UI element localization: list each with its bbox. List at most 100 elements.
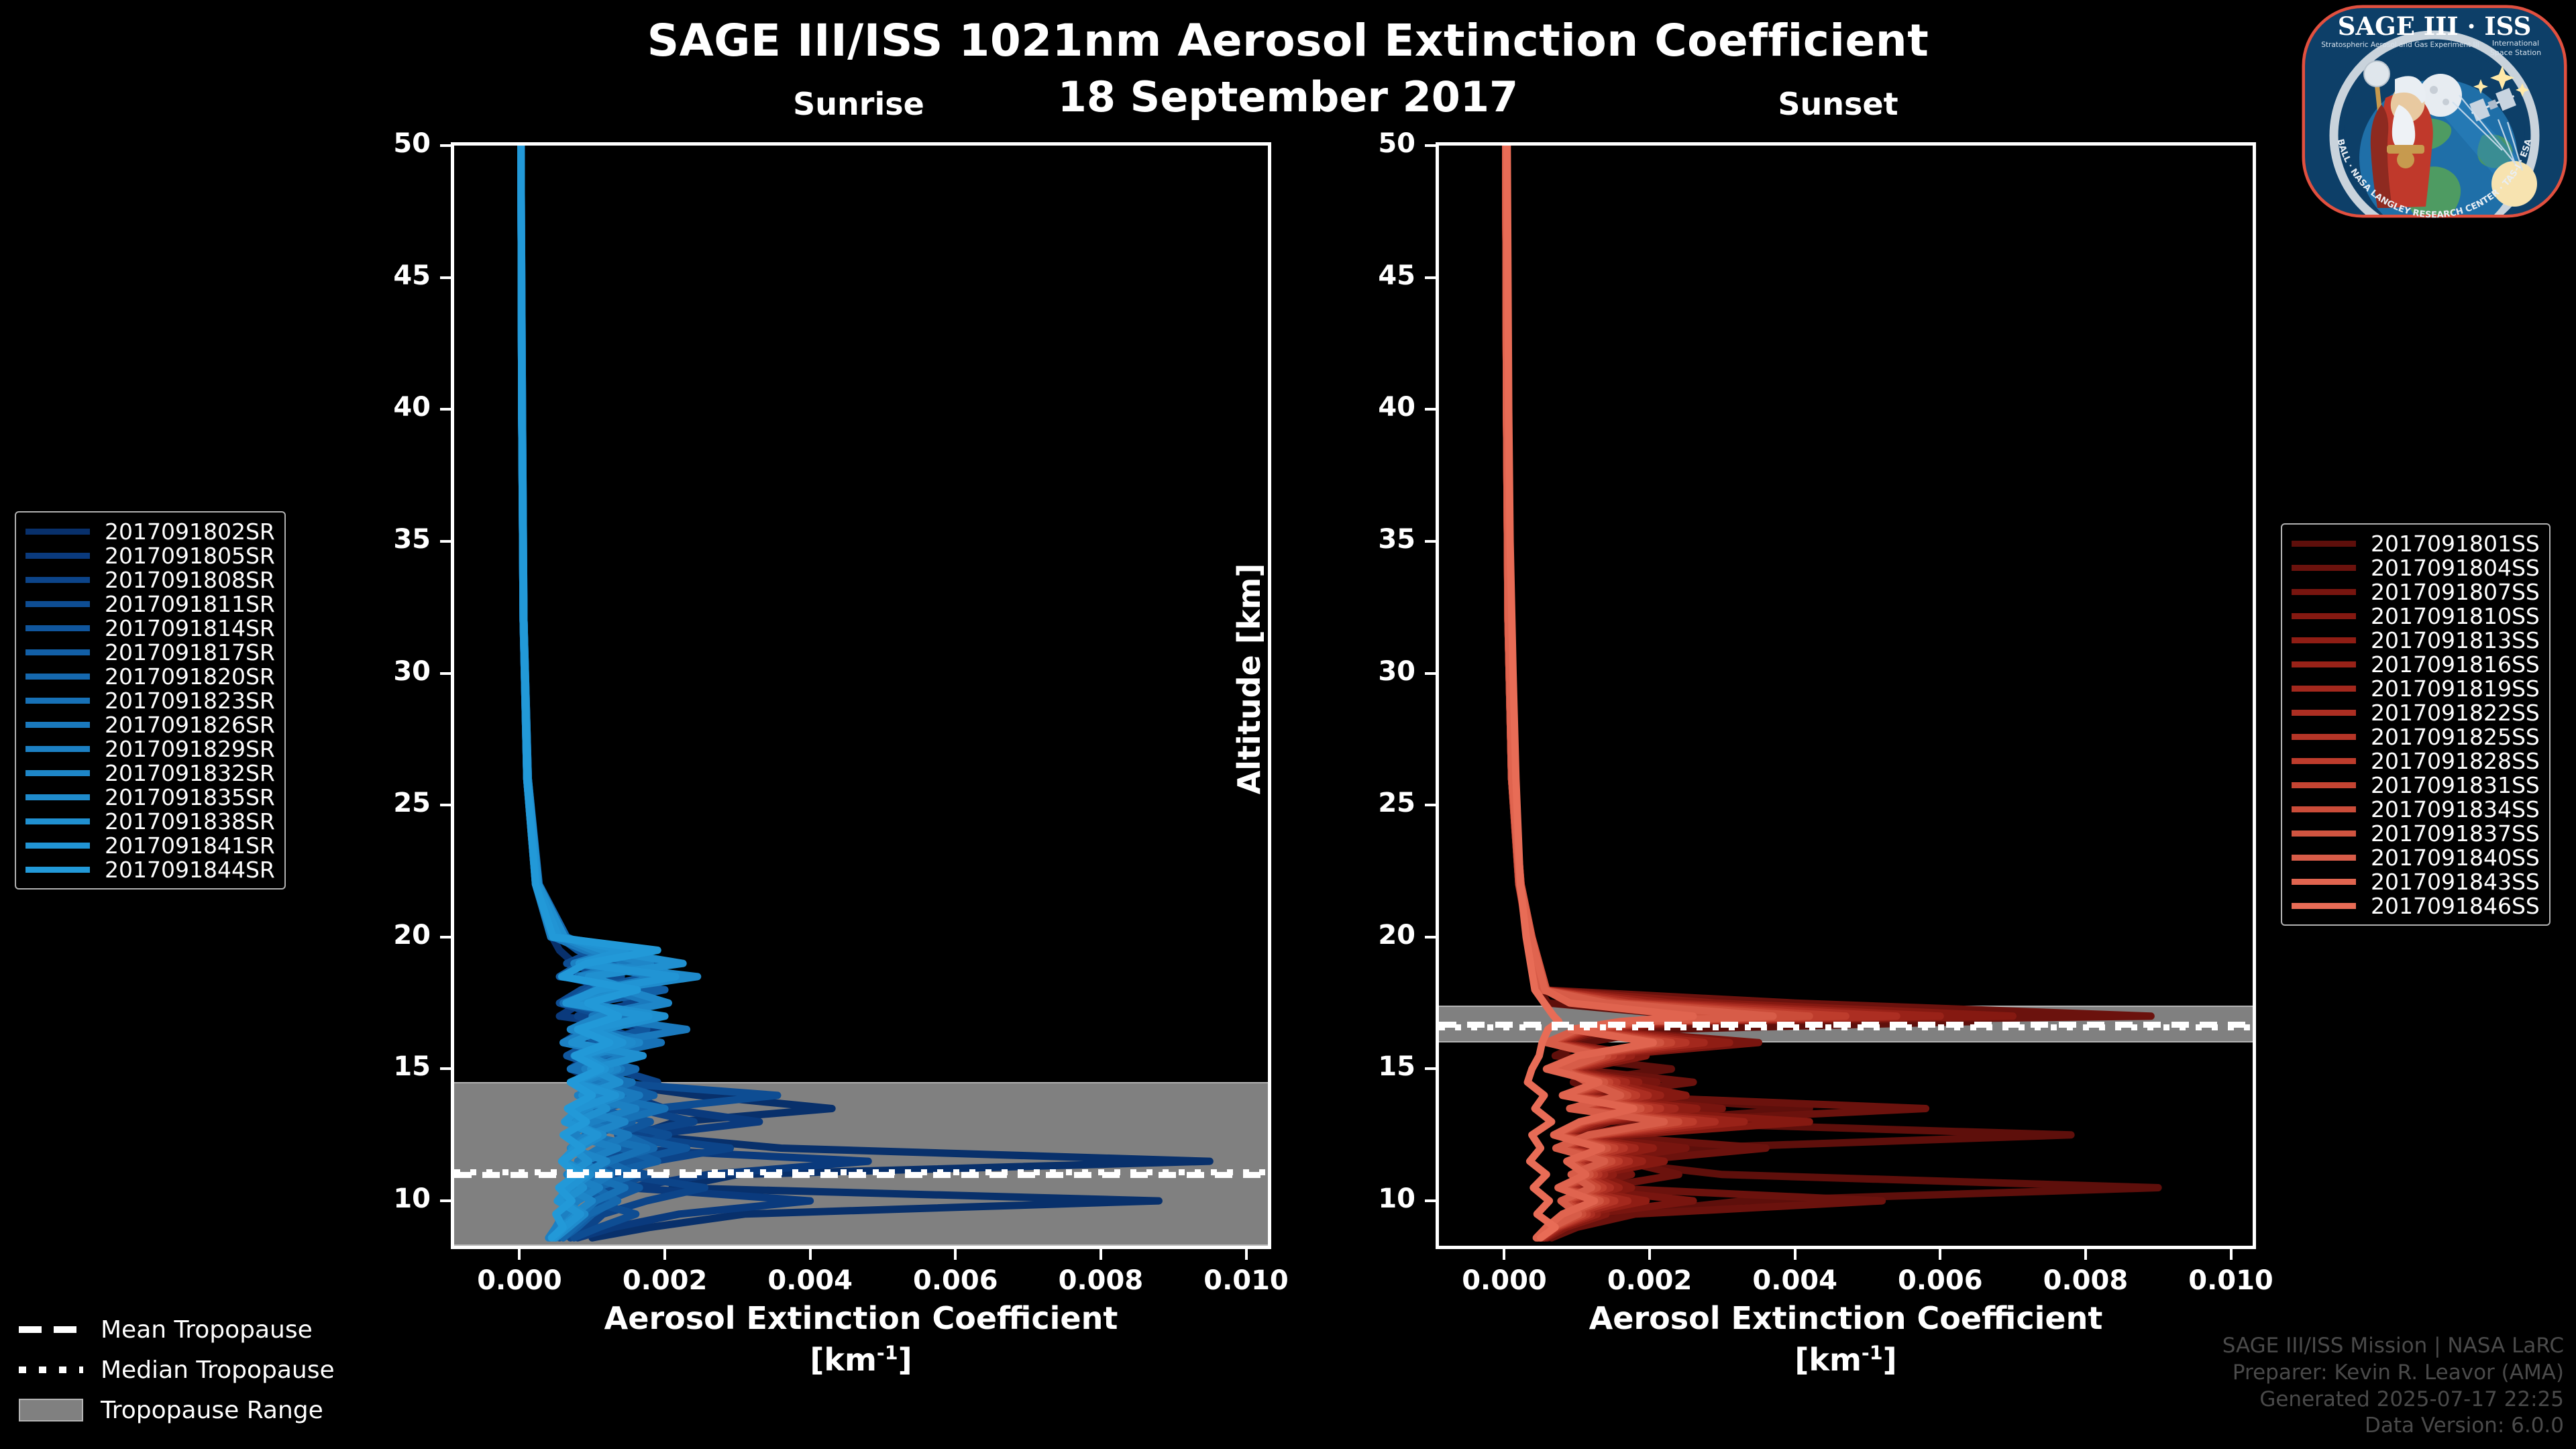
legend-sunrise-item[interactable]: 2017091829SR — [25, 736, 275, 762]
legend-sunset-item[interactable]: 2017091834SS — [2292, 796, 2540, 822]
legend-sunrise-item[interactable]: 2017091826SR — [25, 712, 275, 738]
plot-area-sunrise — [454, 146, 1268, 1246]
legend-sunrise-item[interactable]: 2017091832SR — [25, 760, 275, 786]
sage-iii-iss-mission-patch-logo: BALL · NASA LANGLEY RESEARCH CENTER · TA… — [2301, 4, 2568, 219]
legend-sunrise-item[interactable]: 2017091823SR — [25, 687, 275, 714]
legend-sunrise-swatch — [25, 649, 90, 655]
legend-sunset-swatch — [2292, 878, 2356, 885]
y-tick-mark — [1425, 1199, 1436, 1203]
y-tick-mark — [1425, 539, 1436, 543]
legend-sunset-swatch — [2292, 757, 2356, 764]
y-tick-label: 10 — [393, 1183, 431, 1215]
legend-sunset-swatch — [2292, 612, 2356, 619]
legend-sunset-item[interactable]: 2017091840SS — [2292, 844, 2540, 871]
credit-line-generated: Generated 2025-07-17 22:25 — [2259, 1387, 2564, 1411]
legend-sunrise[interactable]: 2017091802SR 2017091805SR 2017091808SR 2017… — [15, 511, 286, 890]
legend-sunset-item[interactable]: 2017091816SS — [2292, 651, 2540, 678]
legend-sunset-swatch — [2292, 782, 2356, 788]
legend-tropopause-band-swatch — [19, 1399, 83, 1421]
y-tick-mark — [1425, 935, 1436, 938]
legend-sunset-item[interactable]: 2017091822SS — [2292, 699, 2540, 726]
legend-sunrise-item[interactable]: 2017091820SR — [25, 663, 275, 690]
credits-block: SAGE III/ISS Mission | NASA LaRC Prepare… — [2222, 1333, 2564, 1440]
legend-sunset-item[interactable]: 2017091810SS — [2292, 603, 2540, 629]
legend-sunrise-item[interactable]: 2017091844SR — [25, 856, 275, 883]
legend-sunset-item[interactable]: 2017091804SS — [2292, 555, 2540, 581]
legend-sunrise-swatch — [25, 552, 90, 559]
legend-sunrise-label: 2017091808SR — [105, 566, 275, 593]
legend-sunset-item[interactable]: 2017091831SS — [2292, 772, 2540, 798]
moon-icon — [2419, 74, 2462, 117]
legend-sunset-swatch — [2292, 830, 2356, 837]
y-tick-mark — [1425, 144, 1436, 147]
legend-sunset-item[interactable]: 2017091813SS — [2292, 627, 2540, 653]
legend-sunrise-swatch — [25, 625, 90, 631]
panel-label-sunrise: Sunrise — [793, 86, 924, 122]
y-tick-mark — [440, 672, 451, 675]
legend-sunrise-item[interactable]: 2017091805SR — [25, 543, 275, 569]
legend-sunrise-item[interactable]: 2017091835SR — [25, 784, 275, 810]
y-tick-label: 15 — [393, 1051, 431, 1083]
legend-sunrise-swatch — [25, 794, 90, 800]
legend-sunset-item[interactable]: 2017091825SS — [2292, 724, 2540, 750]
legend-sunset-label: 2017091813SS — [2371, 627, 2540, 653]
legend-sunset-item[interactable]: 2017091807SS — [2292, 579, 2540, 605]
legend-sunrise-item[interactable]: 2017091808SR — [25, 566, 275, 593]
legend-sunset-item[interactable]: 2017091846SS — [2292, 892, 2540, 919]
x-tick-mark — [954, 1249, 957, 1260]
y-tick-mark — [1425, 408, 1436, 411]
y-tick-label: 45 — [1378, 260, 1415, 291]
legend-sunrise-item[interactable]: 2017091817SR — [25, 639, 275, 665]
legend-sunset-swatch — [2292, 564, 2356, 571]
y-tick-label: 50 — [1378, 128, 1415, 159]
legend-sunrise-label: 2017091811SR — [105, 590, 275, 617]
y-tick-mark — [440, 1067, 451, 1071]
extinction-profile-curves — [517, 146, 1214, 1242]
legend-sunset-swatch — [2292, 733, 2356, 740]
legend-sunset-label: 2017091846SS — [2371, 892, 2540, 919]
x-tick-label: 0.008 — [2043, 1265, 2129, 1296]
y-tick-label: 35 — [393, 523, 431, 555]
legend-sunrise-item[interactable]: 2017091802SR — [25, 519, 275, 545]
legend-sunrise-label: 2017091817SR — [105, 639, 275, 665]
legend-sunrise-label: 2017091838SR — [105, 808, 275, 835]
legend-sunrise-label: 2017091823SR — [105, 687, 275, 714]
legend-sunrise-item[interactable]: 2017091811SR — [25, 590, 275, 617]
legend-sunset-label: 2017091816SS — [2371, 651, 2540, 678]
page-subtitle-date: 18 September 2017 — [1057, 72, 1519, 121]
median-tropopause-line — [1439, 1024, 2253, 1030]
y-tick-mark — [1425, 672, 1436, 675]
extinction-profile-curves — [1502, 146, 2162, 1242]
legend-sunset-swatch — [2292, 637, 2356, 643]
legend-sunset-item[interactable]: 2017091843SS — [2292, 869, 2540, 895]
legend-sunset-item[interactable]: 2017091828SS — [2292, 748, 2540, 774]
y-tick-label: 50 — [393, 128, 431, 159]
legend-sunrise-label: 2017091844SR — [105, 856, 275, 883]
legend-sunrise-swatch — [25, 576, 90, 583]
x-tick-mark — [1939, 1249, 1942, 1260]
legend-sunset-swatch — [2292, 661, 2356, 667]
legend-tropopause-label: Tropopause Range — [101, 1396, 323, 1424]
legend-sunset-swatch — [2292, 685, 2356, 692]
legend-sunset-swatch — [2292, 806, 2356, 812]
sun-icon — [2491, 161, 2537, 207]
stars-icon — [2473, 66, 2529, 97]
median-tropopause-line — [454, 1169, 1268, 1175]
legend-sunrise-label: 2017091814SR — [105, 614, 275, 641]
legend-sunset-label: 2017091840SS — [2371, 844, 2540, 871]
legend-sunrise-item[interactable]: 2017091814SR — [25, 614, 275, 641]
legend-sunset[interactable]: 2017091801SS 2017091804SS 2017091807SS 2017… — [2281, 523, 2551, 926]
x-tick-mark — [2229, 1249, 2233, 1260]
profile-line — [517, 146, 661, 1242]
legend-sunrise-item[interactable]: 2017091838SR — [25, 808, 275, 835]
profile-line — [1503, 146, 1563, 1242]
legend-sunset-item[interactable]: 2017091837SS — [2292, 820, 2540, 847]
legend-sunset-item[interactable]: 2017091801SS — [2292, 531, 2540, 557]
legend-sunrise-label: 2017091820SR — [105, 663, 275, 690]
legend-tropopause-item: Median Tropopause — [19, 1350, 335, 1390]
y-tick-label: 20 — [1378, 919, 1415, 951]
legend-sunset-label: 2017091822SS — [2371, 699, 2540, 726]
legend-sunset-item[interactable]: 2017091819SS — [2292, 676, 2540, 702]
legend-sunrise-item[interactable]: 2017091841SR — [25, 833, 275, 859]
